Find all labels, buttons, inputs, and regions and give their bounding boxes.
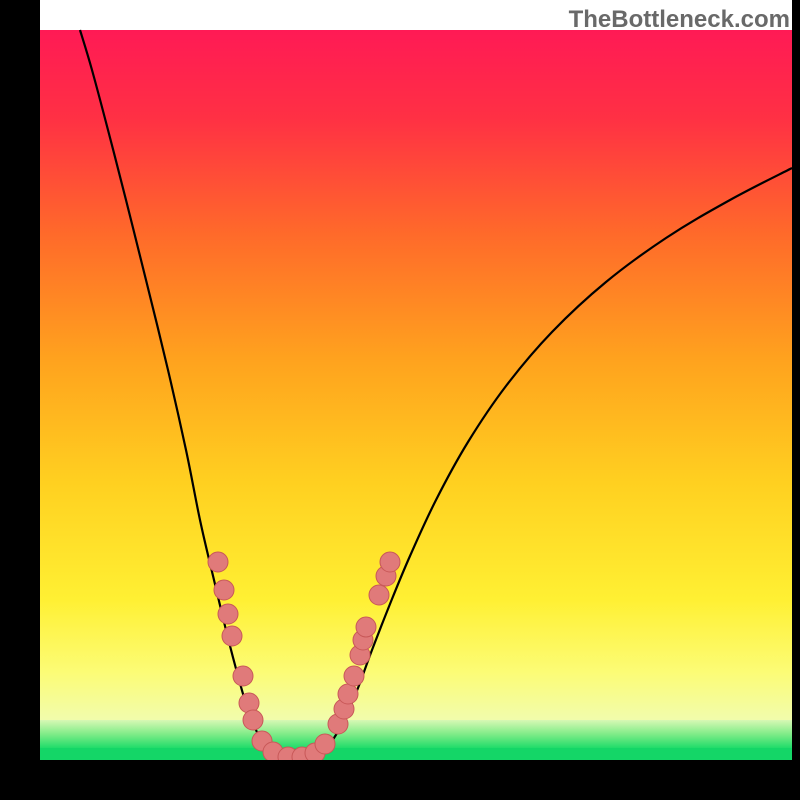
bottleneck-curve (80, 30, 792, 759)
data-marker (222, 626, 242, 646)
data-marker (243, 710, 263, 730)
data-marker (356, 617, 376, 637)
data-marker (315, 734, 335, 754)
data-marker (208, 552, 228, 572)
data-marker (380, 552, 400, 572)
data-marker (233, 666, 253, 686)
data-marker (344, 666, 364, 686)
data-marker (369, 585, 389, 605)
data-marker (218, 604, 238, 624)
data-marker (338, 684, 358, 704)
figure-container: TheBottleneck.com (0, 0, 800, 800)
data-marker (214, 580, 234, 600)
watermark-text: TheBottleneck.com (569, 6, 790, 34)
v-curve-chart (0, 0, 800, 800)
